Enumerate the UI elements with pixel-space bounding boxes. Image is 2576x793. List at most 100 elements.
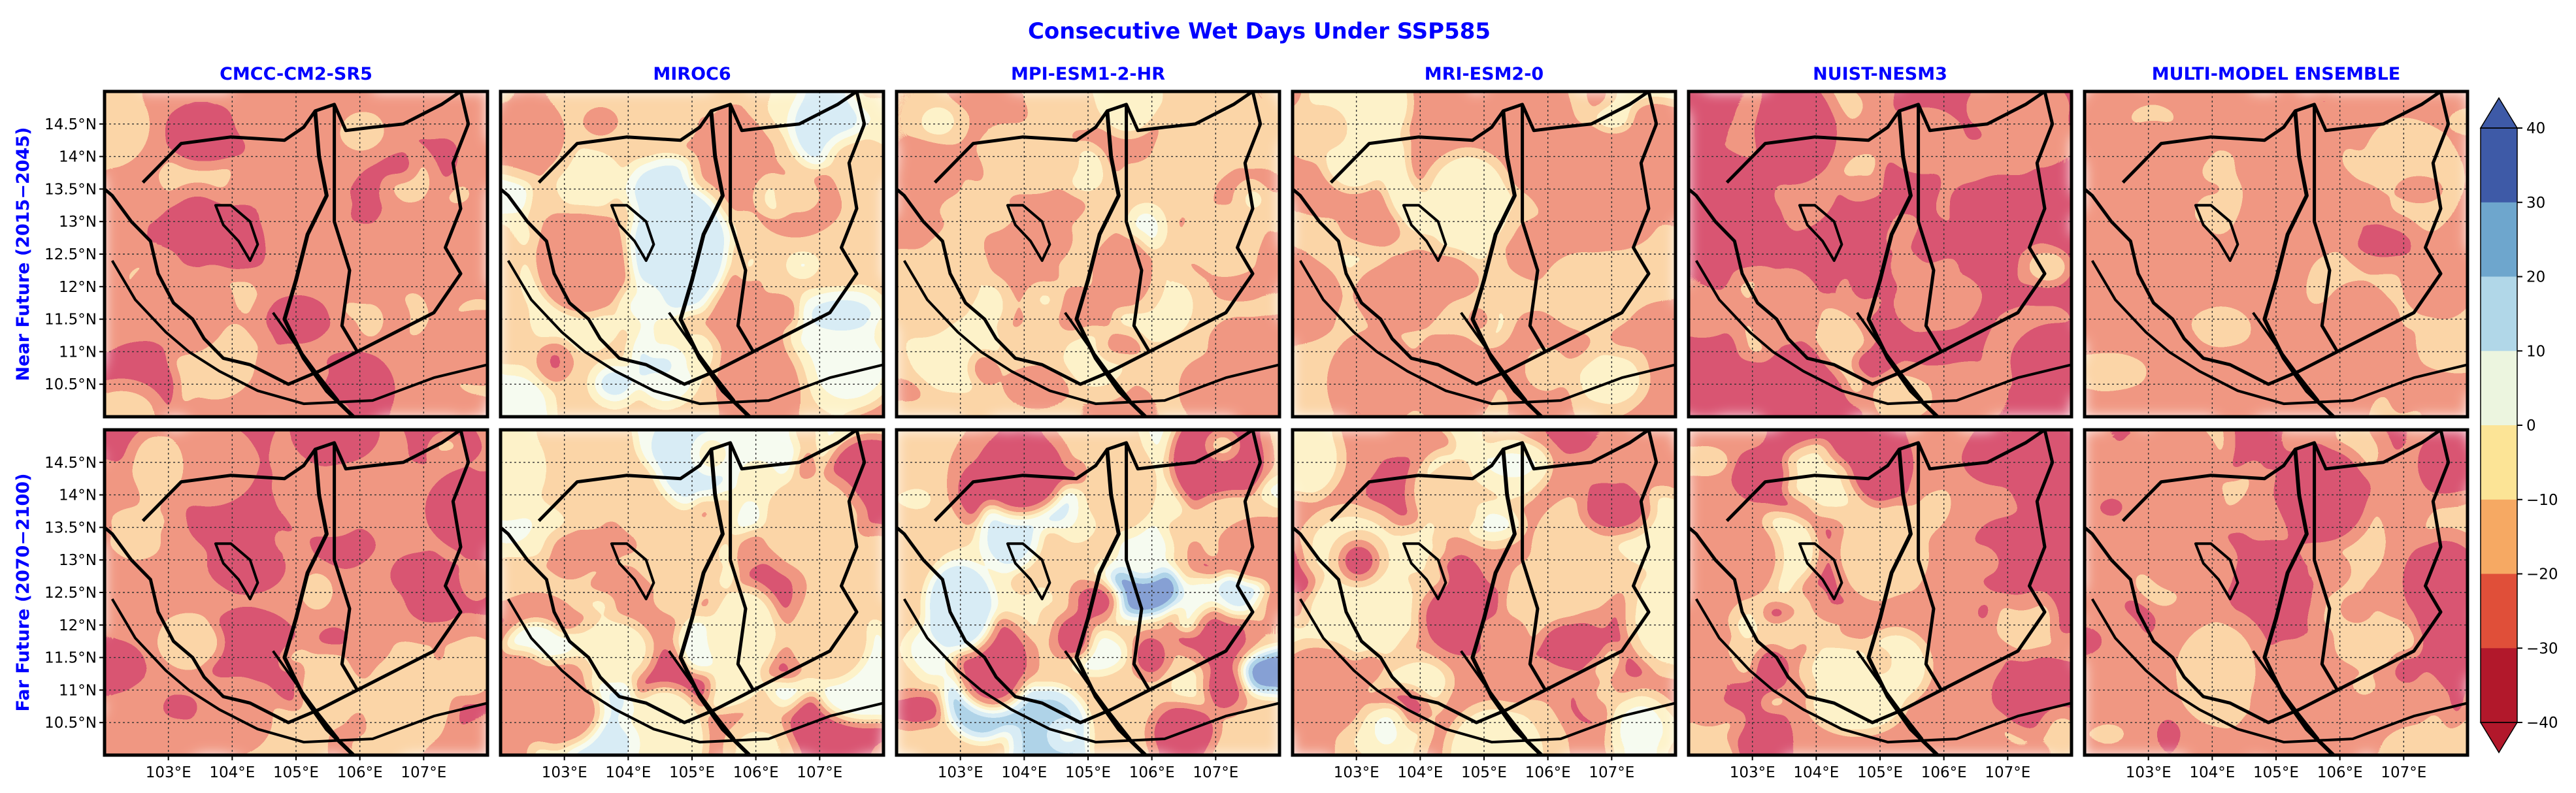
map-panel: 103°E 104°E 105°E 106°E 107°E — [895, 428, 1281, 781]
field-blob — [105, 632, 153, 704]
lon-tick-label: 103°E — [542, 764, 587, 781]
field-blob — [2374, 720, 2468, 755]
river-line — [1074, 449, 1147, 755]
anomaly-field — [1293, 91, 1676, 417]
field-blob — [2041, 187, 2066, 213]
field-blob — [550, 150, 624, 215]
lat-tick-label: 14°N — [59, 149, 97, 166]
border-line — [729, 104, 755, 353]
colorbar-tick-label: 10 — [2526, 343, 2545, 360]
river-line — [1074, 110, 1147, 417]
colorbar-band — [2481, 202, 2517, 278]
coastline — [110, 259, 487, 406]
field-blob — [1608, 694, 1674, 755]
field-blob — [1107, 560, 1181, 617]
row-titles: Near Future (2015−2045) Far Future (2070−… — [13, 127, 33, 712]
lat-tick-label: 10.5°N — [44, 376, 97, 393]
field-blob — [804, 320, 883, 410]
field-blob — [1800, 637, 1879, 700]
field-blob — [612, 490, 670, 544]
field-blob — [155, 689, 206, 726]
river-line — [678, 110, 751, 417]
river-line — [1460, 650, 1528, 740]
field-blob — [2039, 708, 2072, 755]
border-line — [1689, 91, 2055, 386]
colorbar-tick-label: 20 — [2526, 269, 2545, 286]
field-blob — [1216, 518, 1280, 584]
coastline — [1298, 259, 1676, 406]
graticule — [1293, 430, 1676, 755]
country-borders — [2085, 430, 2468, 755]
river-line — [1064, 650, 1132, 740]
lon-tick-label: 104°E — [209, 764, 255, 781]
graticule — [501, 430, 883, 755]
lake-outline — [1402, 542, 1447, 600]
anomaly-field — [501, 430, 883, 755]
field-blob — [1519, 341, 1574, 396]
lon-tick-label: 104°E — [1793, 764, 1839, 781]
field-blob — [1689, 91, 1709, 112]
river-line — [2252, 312, 2320, 402]
panel-frame — [2083, 89, 2469, 419]
field-blob — [199, 678, 277, 755]
field-blob — [1463, 505, 1521, 542]
field-blob — [629, 185, 730, 312]
field-blob — [1203, 253, 1280, 312]
field-blob — [1293, 430, 1340, 496]
country-borders — [105, 430, 487, 755]
river-line — [668, 312, 736, 402]
field-blob — [1582, 430, 1646, 492]
field-blob — [1338, 540, 1379, 582]
field-blob — [1692, 155, 1773, 229]
field-blob — [975, 430, 1068, 516]
field-blob — [1178, 91, 1275, 145]
country-borders — [2085, 91, 2468, 417]
field-blob — [1146, 155, 1222, 210]
field-blob — [344, 114, 380, 146]
field-blob — [582, 592, 616, 617]
colorbar-tick-label: 0 — [2526, 417, 2536, 434]
border-line — [1917, 442, 1943, 691]
field-blob — [2139, 529, 2230, 598]
field-blob — [1753, 270, 1821, 353]
field-blob — [1528, 123, 1613, 216]
field-blob — [1998, 253, 2023, 274]
colorbar-band — [2481, 648, 2517, 723]
lake-outline — [1006, 542, 1051, 600]
field-blob — [1188, 210, 1261, 268]
country-borders — [897, 430, 1280, 755]
field-blob — [1901, 278, 1978, 329]
graticule — [1689, 91, 2072, 417]
field-blob — [2388, 170, 2450, 208]
graticule — [501, 91, 883, 417]
field-blob — [1421, 149, 1516, 257]
field-blob — [501, 672, 535, 696]
field-blob — [1933, 367, 2001, 417]
lat-tick-label: 14.5°N — [44, 116, 97, 133]
lat-tick-label: 10.5°N — [44, 715, 97, 732]
border-line — [1917, 104, 1943, 353]
lon-tick-label: 107°E — [401, 764, 446, 781]
graticule — [897, 430, 1280, 755]
field-blob — [1851, 186, 1905, 245]
field-blob — [1410, 333, 1491, 417]
lake-outline — [2194, 204, 2239, 262]
lake-outline — [2194, 542, 2239, 600]
graticule — [105, 91, 487, 417]
field-blob — [544, 527, 596, 579]
anomaly-field — [2085, 91, 2468, 417]
field-blob — [897, 267, 959, 336]
field-blob — [582, 106, 619, 137]
field-blob — [325, 371, 363, 401]
field-blob — [2156, 718, 2183, 751]
panel-frame — [1687, 89, 2073, 419]
graticule — [897, 91, 1280, 417]
field-blob — [931, 184, 1019, 239]
border-line — [1521, 442, 1547, 691]
coastline — [1694, 598, 2072, 744]
field-blob — [459, 137, 487, 193]
lake-outline — [1798, 204, 1843, 262]
country-borders — [501, 430, 883, 755]
field-blob — [1967, 91, 2069, 138]
river-line — [1866, 449, 1939, 755]
